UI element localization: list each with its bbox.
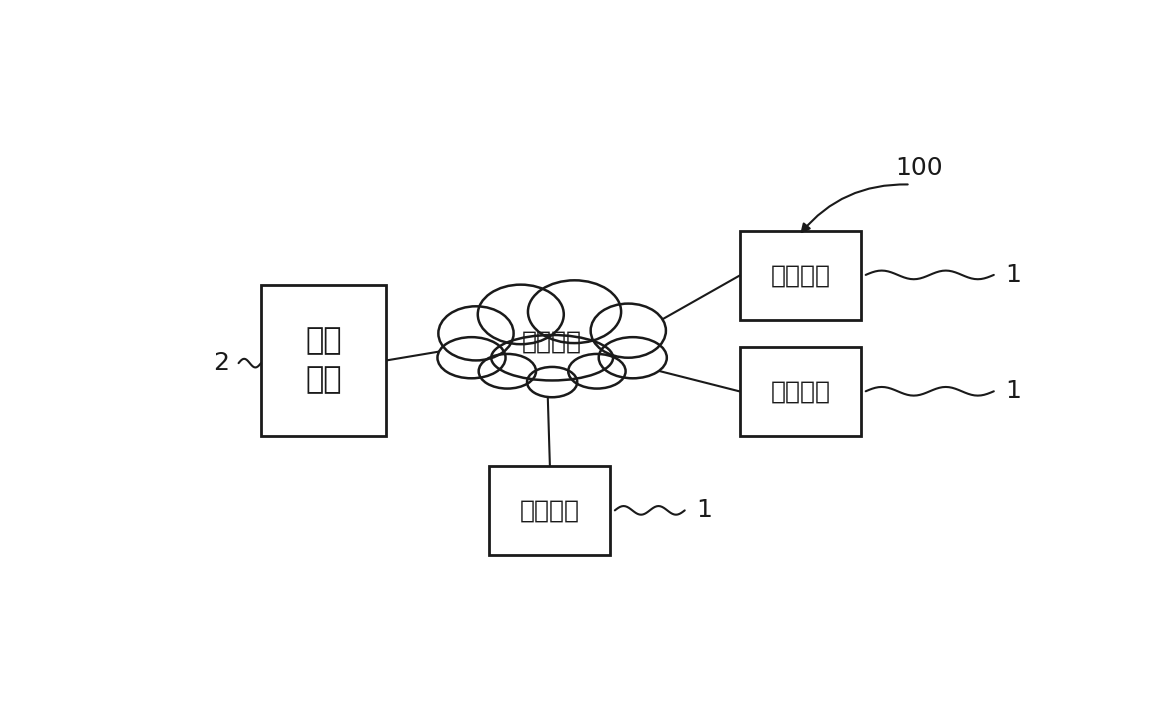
Ellipse shape xyxy=(591,304,666,358)
Text: 2: 2 xyxy=(213,351,229,375)
Text: 车载终端: 车载终端 xyxy=(771,380,831,404)
Text: 无线通讯: 无线通讯 xyxy=(523,330,583,354)
Ellipse shape xyxy=(437,337,505,378)
Text: 车载终端: 车载终端 xyxy=(520,498,580,522)
Text: 1: 1 xyxy=(1006,380,1022,404)
Ellipse shape xyxy=(477,285,564,344)
Ellipse shape xyxy=(479,354,536,389)
Ellipse shape xyxy=(491,335,613,380)
FancyBboxPatch shape xyxy=(740,347,861,436)
FancyBboxPatch shape xyxy=(489,466,610,555)
Ellipse shape xyxy=(599,337,667,378)
Text: 中心: 中心 xyxy=(305,326,342,356)
Ellipse shape xyxy=(569,354,625,389)
Text: 1: 1 xyxy=(1006,263,1022,287)
Ellipse shape xyxy=(527,367,577,397)
FancyBboxPatch shape xyxy=(261,285,386,436)
Text: 1: 1 xyxy=(697,498,712,522)
Ellipse shape xyxy=(438,307,513,361)
Text: 车载终端: 车载终端 xyxy=(771,263,831,287)
Text: 100: 100 xyxy=(896,156,943,180)
FancyBboxPatch shape xyxy=(740,231,861,320)
Ellipse shape xyxy=(528,280,621,343)
Text: 信息: 信息 xyxy=(305,366,342,394)
